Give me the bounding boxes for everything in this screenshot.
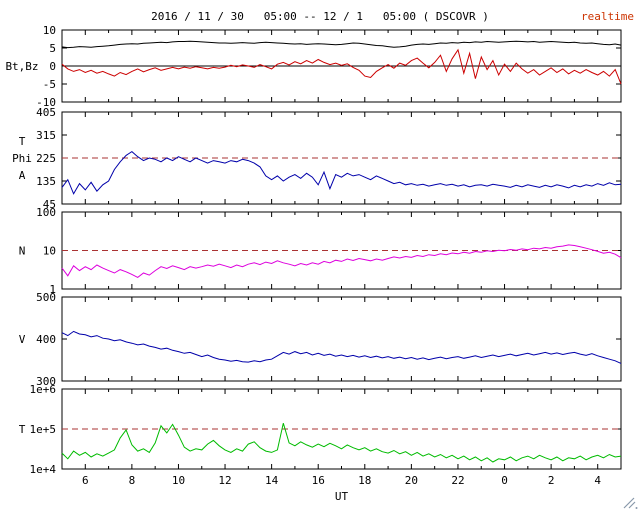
ytick-label: 1e+6: [30, 383, 57, 396]
series-N: [61, 244, 622, 278]
ytick-label: 100: [36, 206, 56, 219]
ytick-label: -10: [36, 96, 56, 109]
ytick-label: 1e+5: [30, 423, 57, 436]
ytick-label: 405: [36, 106, 56, 119]
xtick-label: 2: [548, 474, 555, 487]
panel-ylabel: T: [19, 135, 26, 148]
ytick-label: 135: [36, 175, 56, 188]
ytick-label: 1: [49, 283, 56, 296]
plot-title: 2016 / 11 / 30 05:00 -- 12 / 1 05:00 ( D…: [151, 10, 489, 23]
panel-ylabel: A: [19, 169, 26, 182]
panel-ylabel: Phi: [12, 152, 32, 165]
ytick-label: 45: [43, 198, 56, 211]
panel-n: 1 10 100 N: [19, 206, 622, 296]
series-T: [61, 423, 622, 463]
realtime-label: realtime: [581, 10, 634, 23]
ytick-label: 10: [43, 245, 56, 258]
panel-ylabel: V: [19, 333, 26, 346]
xtick-label: 4: [594, 474, 601, 487]
xtick-label: 0: [501, 474, 508, 487]
ytick-label: 5: [49, 42, 56, 55]
x-axis-title: UT: [335, 490, 349, 503]
xtick-label: 20: [405, 474, 418, 487]
series-V: [61, 330, 622, 364]
panel-ylabel: Bt,Bz: [5, 60, 38, 73]
panel-frame: [61, 296, 622, 382]
ytick-label: 500: [36, 291, 56, 304]
series-Bt: [61, 40, 622, 49]
xtick-label: 6: [82, 474, 89, 487]
panel-v: 300 400 500 V: [19, 291, 622, 388]
resize-grip-icon[interactable]: [622, 496, 638, 510]
panel-ylabel: N: [19, 245, 26, 258]
ytick-label: 300: [36, 375, 56, 388]
ytick-label: 315: [36, 129, 56, 142]
panel-t: 1e+4 1e+5 1e+6 T: [19, 383, 622, 476]
xtick-label: 12: [218, 474, 231, 487]
ytick-label: -5: [43, 78, 56, 91]
ytick-label: 400: [36, 333, 56, 346]
panel-ylabel: T: [19, 423, 26, 436]
series-Phi: [61, 150, 622, 195]
xtick-label: 14: [265, 474, 279, 487]
panel-phi: 45 135 225 315 405 T Phi A: [12, 106, 622, 211]
series-Bz: [61, 48, 622, 85]
ytick-label: 1e+4: [30, 463, 57, 476]
xtick-label: 22: [451, 474, 464, 487]
xtick-label: 10: [172, 474, 185, 487]
xtick-label: 8: [129, 474, 136, 487]
ytick-label: 225: [36, 152, 56, 165]
xtick-label: 18: [358, 474, 371, 487]
xtick-label: 16: [312, 474, 325, 487]
ytick-label: 10: [43, 24, 56, 37]
panel-bt_bz: -10 -5 0 5 10 Bt,Bz: [5, 24, 622, 109]
ytick-label: 0: [49, 60, 56, 73]
